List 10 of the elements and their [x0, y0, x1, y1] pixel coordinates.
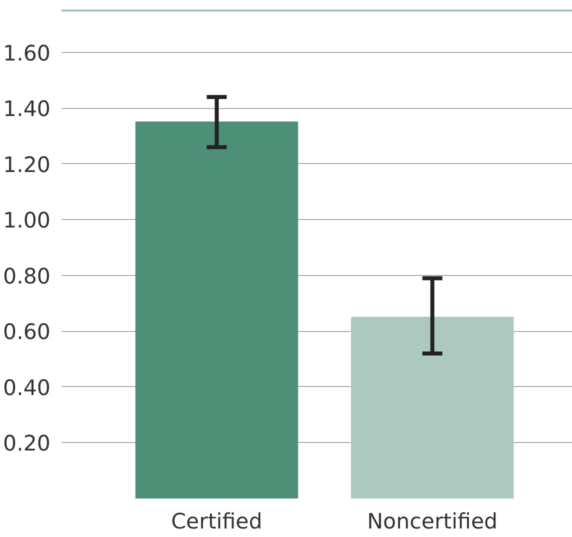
x-tick-label: Certified: [171, 510, 262, 534]
x-tick-label: Noncertified: [367, 510, 498, 534]
y-tick-label: 0.60: [3, 320, 51, 346]
y-tick-label: 1.00: [3, 208, 51, 234]
y-tick-label: 0.20: [3, 432, 51, 457]
y-tick-label: 1.20: [3, 152, 51, 178]
y-tick-label: 0.80: [3, 264, 51, 290]
y-tick-label: 0.40: [3, 376, 51, 401]
y-tick-label: 1.40: [3, 97, 51, 122]
y-tick-label: 1.60: [3, 41, 51, 66]
